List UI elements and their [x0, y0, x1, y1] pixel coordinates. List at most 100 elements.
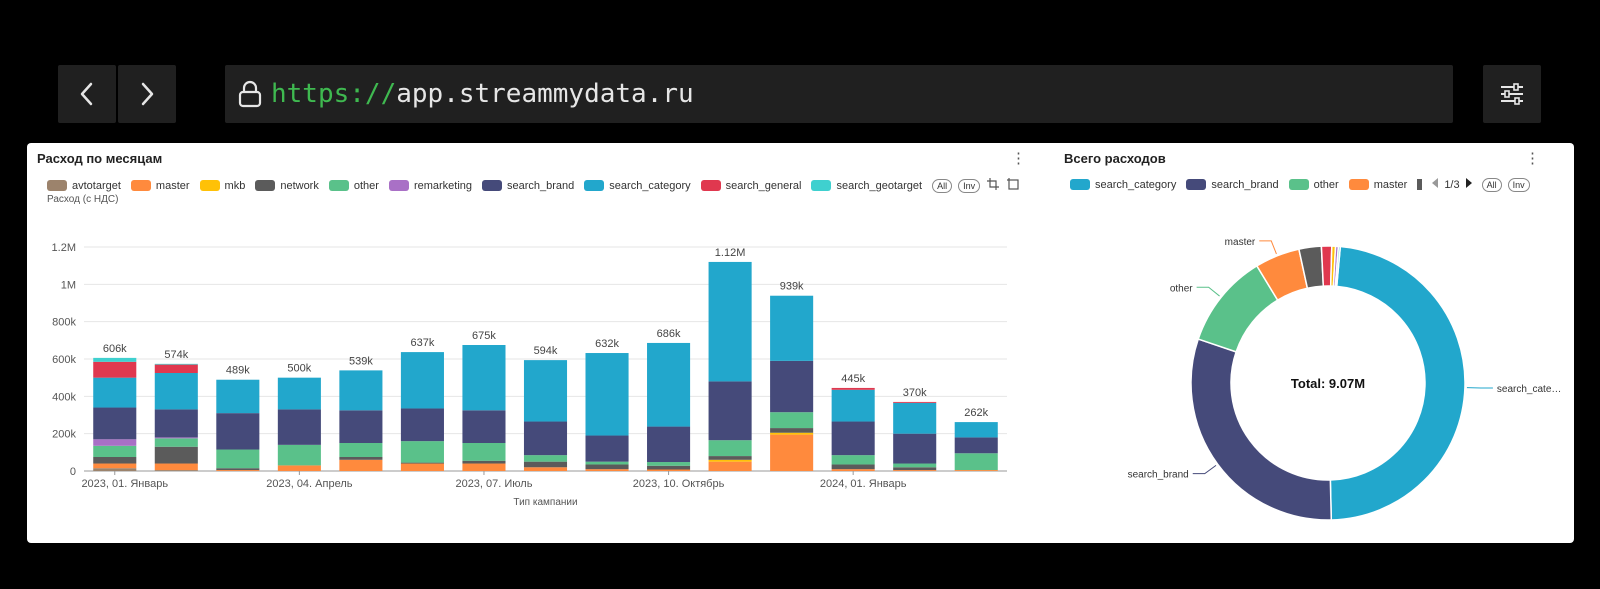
bar-segment-search_brand[interactable] — [523, 421, 568, 456]
select-inverse-icon[interactable] — [1006, 177, 1020, 194]
bar-segment-search_category[interactable] — [954, 422, 998, 438]
bar-segment-master[interactable] — [708, 461, 752, 471]
legend-item-search_geotarget[interactable]: search_geotarget — [811, 180, 922, 192]
bar-chart-menu-icon[interactable]: ⋮ — [1011, 150, 1026, 167]
bar-segment-other[interactable] — [585, 461, 629, 465]
bar-segment-search_category[interactable] — [708, 261, 752, 382]
legend-item-search_brand[interactable]: search_brand — [482, 180, 574, 192]
bar-segment-search_geotarget[interactable] — [154, 363, 198, 365]
address-bar[interactable]: https:// app.streammydata.ru — [225, 65, 1453, 123]
bar-segment-avtotarget[interactable] — [154, 470, 198, 471]
bar-segment-remarketing[interactable] — [93, 439, 137, 446]
donut-chart-menu-icon[interactable]: ⋮ — [1525, 150, 1540, 167]
bar-segment-search_category[interactable] — [400, 352, 444, 409]
bar-segment-network[interactable] — [893, 467, 937, 471]
bar-segment-search_category[interactable] — [216, 379, 260, 414]
settings-button[interactable] — [1483, 65, 1541, 123]
legend-item-master[interactable]: master — [130, 180, 190, 192]
bar-segment-other[interactable] — [216, 449, 260, 469]
bar-segment-other[interactable] — [154, 438, 198, 447]
bar-segment-master[interactable] — [154, 463, 198, 471]
bar-segment-master[interactable] — [216, 470, 260, 471]
bar-segment-network[interactable] — [831, 464, 875, 470]
legend-all-button[interactable]: All — [932, 178, 953, 193]
bar-segment-other[interactable] — [400, 441, 444, 463]
donut-slice-search_geotarget[interactable] — [1334, 245, 1342, 288]
bar-segment-search_brand[interactable] — [770, 360, 814, 413]
bar-segment-other[interactable] — [462, 443, 506, 461]
select-box-icon[interactable] — [986, 177, 1000, 194]
bar-segment-master[interactable] — [585, 469, 629, 471]
bar-segment-master[interactable] — [400, 463, 444, 471]
bar-segment-master[interactable] — [339, 459, 383, 471]
bar-segment-search_category[interactable] — [462, 345, 506, 411]
legend-prev-page-icon[interactable] — [1430, 177, 1440, 192]
legend-item-master[interactable]: master — [1348, 179, 1407, 191]
legend-invert-button[interactable]: Inv — [1507, 177, 1530, 192]
bar-segment-search_category[interactable] — [647, 342, 691, 427]
back-button[interactable] — [58, 65, 116, 123]
legend-next-page-icon[interactable] — [1464, 177, 1474, 192]
bar-segment-mkb[interactable] — [770, 432, 814, 435]
bar-segment-network[interactable] — [523, 461, 568, 468]
bar-segment-master[interactable] — [277, 465, 321, 471]
bar-segment-network[interactable] — [708, 456, 752, 460]
bar-segment-network[interactable] — [154, 446, 198, 464]
bar-segment-search_general[interactable] — [154, 364, 198, 373]
bar-segment-master[interactable] — [647, 469, 691, 471]
legend-item-other[interactable]: other — [1288, 179, 1339, 191]
bar-segment-search_category[interactable] — [154, 373, 198, 410]
bar-segment-network[interactable] — [770, 428, 814, 433]
bar-segment-master[interactable] — [770, 434, 814, 471]
bar-segment-search_general[interactable] — [93, 361, 137, 378]
bar-segment-other[interactable] — [770, 412, 814, 429]
bar-segment-search_category[interactable] — [523, 360, 568, 422]
legend-item-avtotarget[interactable]: avtotarget — [47, 180, 121, 192]
bar-segment-search_brand[interactable] — [277, 409, 321, 445]
bar-segment-other[interactable] — [647, 462, 691, 466]
bar-segment-other[interactable] — [523, 455, 568, 462]
bar-segment-master[interactable] — [893, 470, 937, 471]
bar-segment-search_category[interactable] — [770, 295, 814, 361]
bar-segment-mkb[interactable] — [708, 459, 752, 462]
legend-item-other[interactable]: other — [328, 180, 379, 192]
bar-segment-network[interactable] — [400, 462, 444, 464]
bar-segment-other[interactable] — [93, 445, 137, 457]
legend-item-search_brand[interactable]: search_brand — [1186, 179, 1279, 191]
donut-slice-search_category[interactable] — [1329, 245, 1466, 521]
bar-segment-search_category[interactable] — [831, 389, 875, 422]
bar-segment-other[interactable] — [893, 463, 937, 468]
bar-segment-search_brand[interactable] — [954, 437, 998, 454]
bar-segment-master[interactable] — [954, 470, 998, 471]
bar-segment-network[interactable] — [93, 457, 137, 464]
bar-segment-other[interactable] — [339, 443, 383, 457]
bar-segment-other[interactable] — [708, 440, 752, 457]
bar-segment-other[interactable] — [954, 453, 998, 471]
bar-segment-search_general[interactable] — [893, 401, 937, 403]
bar-segment-search_brand[interactable] — [708, 381, 752, 441]
legend-item-network[interactable]: network — [255, 180, 319, 192]
bar-segment-network[interactable] — [647, 465, 691, 470]
bar-segment-network[interactable] — [339, 457, 383, 460]
bar-segment-other[interactable] — [277, 444, 321, 466]
bar-segment-network[interactable] — [585, 464, 629, 470]
bar-segment-search_category[interactable] — [277, 377, 321, 410]
legend-item-mkb[interactable]: mkb — [199, 180, 245, 192]
donut-slice-search_brand[interactable] — [1190, 338, 1333, 521]
bar-segment-search_brand[interactable] — [339, 410, 383, 443]
bar-segment-search_category[interactable] — [585, 353, 629, 436]
bar-segment-search_brand[interactable] — [585, 435, 629, 462]
bar-segment-network[interactable] — [462, 460, 506, 464]
bar-segment-avtotarget[interactable] — [93, 468, 137, 471]
bar-segment-network[interactable] — [216, 468, 260, 471]
bar-segment-search_general[interactable] — [831, 387, 875, 390]
bar-segment-search_category[interactable] — [339, 370, 383, 411]
bar-segment-search_category[interactable] — [93, 377, 137, 408]
bar-segment-master[interactable] — [462, 463, 506, 471]
bar-segment-search_brand[interactable] — [462, 410, 506, 443]
bar-segment-search_brand[interactable] — [154, 409, 198, 438]
bar-segment-master[interactable] — [93, 463, 137, 469]
bar-segment-search_brand[interactable] — [893, 433, 937, 464]
legend-all-button[interactable]: All — [1481, 177, 1502, 192]
bar-segment-search_category[interactable] — [893, 402, 937, 434]
